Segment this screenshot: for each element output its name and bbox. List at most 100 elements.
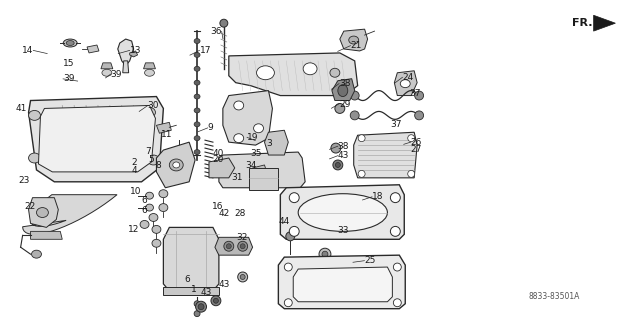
Ellipse shape [350,111,359,120]
Ellipse shape [286,232,295,241]
Text: 8833-83501A: 8833-83501A [528,292,580,301]
Text: 42: 42 [218,209,230,218]
Ellipse shape [400,80,410,88]
Text: 43: 43 [201,288,212,297]
Ellipse shape [194,39,200,43]
Ellipse shape [335,103,345,114]
Text: 30: 30 [147,101,159,110]
Text: 43: 43 [338,151,349,160]
Polygon shape [101,63,113,69]
Ellipse shape [394,299,401,307]
Text: 21: 21 [351,41,362,50]
Ellipse shape [145,204,154,211]
Ellipse shape [284,299,292,307]
Text: 9: 9 [208,123,214,132]
Ellipse shape [194,66,200,71]
Ellipse shape [331,143,341,153]
Polygon shape [264,130,288,155]
Text: 37: 37 [390,120,401,129]
Ellipse shape [213,298,218,303]
Ellipse shape [350,91,359,100]
Ellipse shape [338,85,348,97]
Ellipse shape [211,296,221,306]
Text: 19: 19 [247,133,259,142]
Text: 40: 40 [212,149,223,158]
Text: 23: 23 [18,175,29,185]
Polygon shape [354,132,417,178]
Polygon shape [394,71,417,96]
Polygon shape [31,231,62,239]
Text: 3: 3 [267,138,273,148]
Polygon shape [38,106,156,172]
Ellipse shape [224,241,234,251]
Polygon shape [229,53,358,96]
Text: 27: 27 [411,145,422,154]
Ellipse shape [143,108,156,117]
Polygon shape [293,267,392,302]
Text: 36: 36 [210,27,221,36]
Ellipse shape [152,239,161,247]
Ellipse shape [240,244,245,249]
Ellipse shape [415,91,424,100]
Ellipse shape [194,108,200,113]
Bar [163,287,219,295]
Text: 37: 37 [409,89,420,98]
Ellipse shape [196,301,207,312]
Ellipse shape [240,274,245,279]
Ellipse shape [194,311,200,317]
Ellipse shape [29,153,40,163]
Ellipse shape [198,304,204,310]
Polygon shape [29,97,163,182]
Text: 41: 41 [15,104,27,113]
Ellipse shape [253,124,264,133]
Text: 7: 7 [145,147,150,156]
Text: 35: 35 [250,149,262,158]
Text: 24: 24 [403,73,413,82]
Polygon shape [332,79,355,100]
Polygon shape [593,15,616,31]
Ellipse shape [330,68,340,77]
Ellipse shape [408,170,415,177]
Polygon shape [87,45,99,53]
Ellipse shape [415,111,424,120]
Ellipse shape [102,69,112,76]
Ellipse shape [159,204,168,211]
Ellipse shape [349,36,358,44]
Text: 28: 28 [234,209,246,218]
Ellipse shape [63,39,77,47]
Polygon shape [278,255,405,309]
Polygon shape [253,165,268,182]
Text: 31: 31 [231,173,243,182]
Ellipse shape [194,136,200,141]
Polygon shape [22,195,117,234]
Ellipse shape [147,155,159,165]
Text: 6: 6 [141,206,147,215]
Polygon shape [130,51,138,57]
Ellipse shape [358,170,365,177]
Text: 8: 8 [156,161,161,170]
Ellipse shape [333,160,343,170]
Ellipse shape [227,244,231,249]
Polygon shape [215,237,253,255]
Text: 32: 32 [236,234,248,242]
Text: 44: 44 [279,217,290,226]
Ellipse shape [194,80,200,85]
Text: 39: 39 [111,70,122,78]
Text: 26: 26 [411,137,422,147]
Ellipse shape [234,134,244,143]
Ellipse shape [159,190,168,198]
Ellipse shape [194,301,200,307]
Text: 6: 6 [184,275,190,284]
Text: 43: 43 [218,280,230,289]
Ellipse shape [303,63,317,75]
Text: FR.: FR. [572,18,592,28]
Text: 5: 5 [148,155,154,164]
Text: 33: 33 [337,226,349,235]
Ellipse shape [234,101,244,110]
Text: 20: 20 [212,155,223,164]
Ellipse shape [66,41,74,46]
Polygon shape [219,152,305,188]
Polygon shape [340,29,367,51]
Polygon shape [123,61,129,73]
Text: 29: 29 [339,100,351,109]
